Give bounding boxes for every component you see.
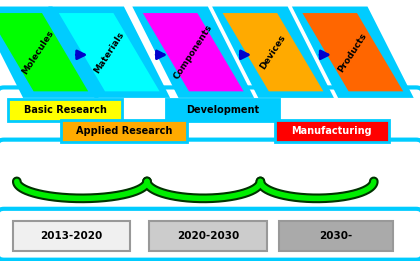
Text: 2030-: 2030- <box>319 231 353 241</box>
Text: Components: Components <box>172 23 214 81</box>
Polygon shape <box>0 13 88 91</box>
Polygon shape <box>0 7 99 98</box>
Text: Manufacturing: Manufacturing <box>291 126 372 136</box>
FancyBboxPatch shape <box>0 209 420 260</box>
Text: Materials: Materials <box>92 30 126 75</box>
Polygon shape <box>302 13 403 91</box>
Polygon shape <box>143 13 244 91</box>
FancyBboxPatch shape <box>61 120 187 142</box>
Text: 2020-2030: 2020-2030 <box>177 231 239 241</box>
Text: Devices: Devices <box>258 33 288 71</box>
Text: Basic Research: Basic Research <box>24 105 107 115</box>
Text: Applied Research: Applied Research <box>76 126 172 136</box>
Text: Development: Development <box>186 105 259 115</box>
Text: Products: Products <box>337 31 369 74</box>
Polygon shape <box>292 7 414 98</box>
FancyBboxPatch shape <box>0 87 420 147</box>
Text: 2013-2020: 2013-2020 <box>40 231 102 241</box>
FancyBboxPatch shape <box>279 221 393 251</box>
FancyBboxPatch shape <box>0 140 420 219</box>
FancyBboxPatch shape <box>8 99 122 121</box>
Text: Molecules: Molecules <box>20 28 55 76</box>
FancyBboxPatch shape <box>275 120 388 142</box>
FancyBboxPatch shape <box>149 221 267 251</box>
Polygon shape <box>48 7 170 98</box>
Polygon shape <box>132 7 254 98</box>
FancyBboxPatch shape <box>13 221 130 251</box>
Polygon shape <box>59 13 160 91</box>
Polygon shape <box>223 13 323 91</box>
Polygon shape <box>212 7 334 98</box>
FancyBboxPatch shape <box>166 99 279 121</box>
